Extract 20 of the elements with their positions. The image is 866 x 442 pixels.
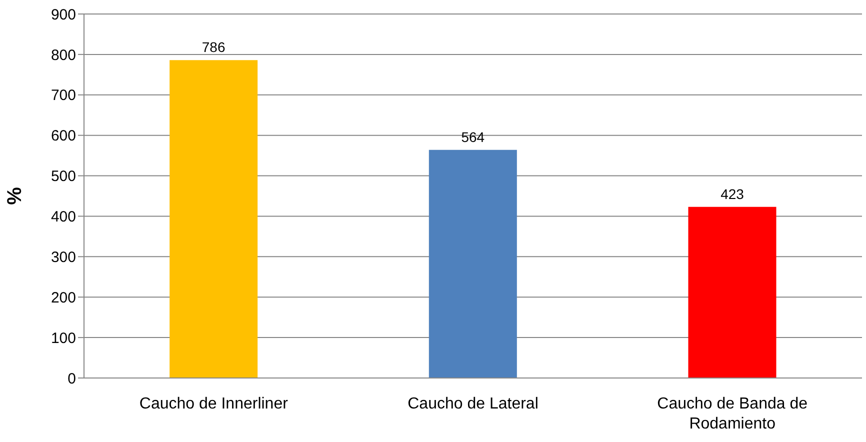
y-tick-label: 300 [50, 248, 76, 266]
data-label: 423 [720, 186, 744, 202]
x-tick-label: Caucho de Banda de Rodamiento [657, 395, 808, 432]
y-axis-title: % [4, 186, 26, 205]
x-tick-label: Caucho de Lateral [408, 395, 538, 412]
y-tick-label: 900 [50, 6, 76, 24]
y-tick-label: 800 [50, 46, 76, 64]
data-label: 564 [461, 128, 485, 145]
bar [688, 206, 776, 378]
bar [428, 150, 517, 378]
y-tick-label: 200 [50, 289, 76, 306]
x-tick-label: Caucho de Innerliner [139, 395, 289, 412]
y-tick-label: 600 [50, 128, 76, 145]
y-tick-label: 700 [50, 87, 76, 104]
y-tick-label: 0 [68, 370, 76, 388]
y-tick-label: 400 [50, 208, 76, 226]
data-label: 786 [202, 39, 226, 56]
y-tick-label: 100 [50, 330, 76, 347]
y-tick-label: 500 [50, 168, 76, 186]
bar [170, 60, 258, 378]
